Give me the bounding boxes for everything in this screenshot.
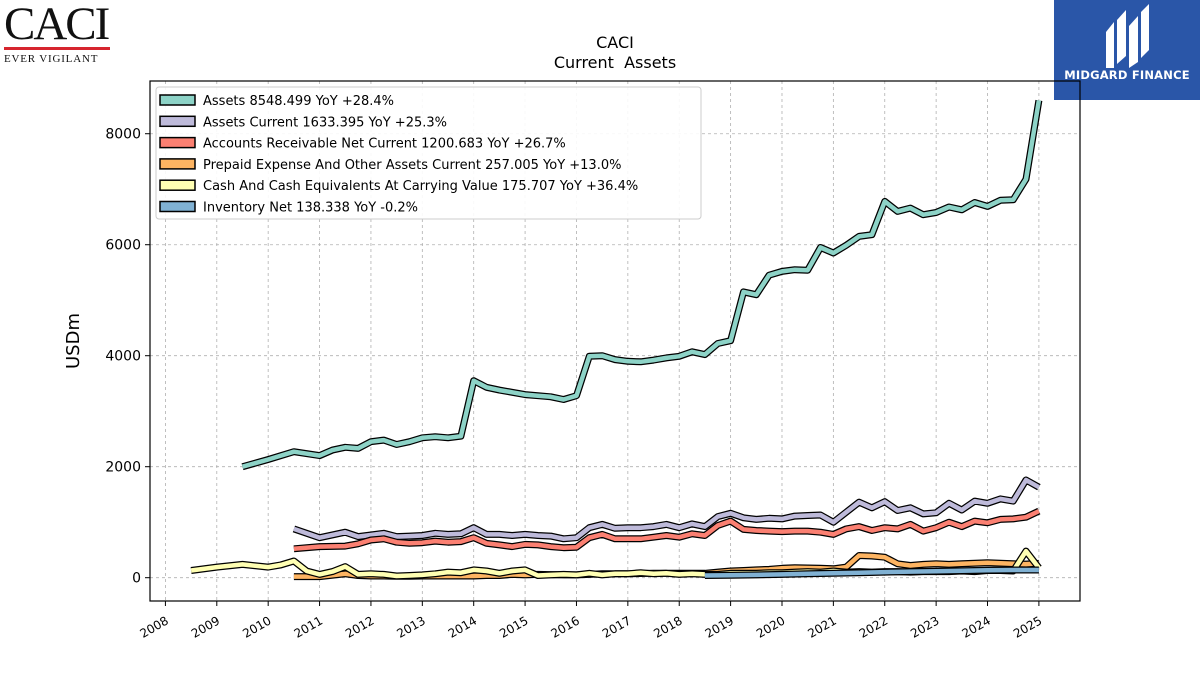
legend-entry-label: Assets 8548.499 YoY +28.4% xyxy=(203,94,394,109)
x-tick-label: 2021 xyxy=(805,613,838,640)
legend-swatch xyxy=(159,136,196,149)
legend-swatch xyxy=(159,158,196,170)
x-tick-label: 2008 xyxy=(137,613,170,640)
x-tick-label: 2022 xyxy=(857,613,890,640)
x-tick-label: 2015 xyxy=(497,613,530,640)
caci-logo-tagline: EVER VIGILANT xyxy=(4,53,99,65)
x-tick-label: 2023 xyxy=(908,613,941,640)
series-line-inventory-net xyxy=(704,567,1039,578)
legend-entry-label: Prepaid Expense And Other Assets Current… xyxy=(203,158,621,173)
series-line-assets-current xyxy=(293,477,1040,542)
x-tick-label: 2013 xyxy=(394,613,427,640)
legend-swatch xyxy=(159,179,196,191)
x-tick-label: 2018 xyxy=(651,613,684,640)
x-tick-label: 2025 xyxy=(1011,613,1044,640)
caci-logo-wordmark: CACI xyxy=(4,0,110,50)
plot-area-frame xyxy=(149,80,1081,602)
series-line-assets xyxy=(241,100,1042,469)
legend: Assets 8548.499 YoY +28.4% Assets Current… xyxy=(155,86,702,220)
x-tick-label: 2019 xyxy=(703,613,736,640)
legend-swatch xyxy=(159,115,196,128)
midgard-emblem-icon xyxy=(1106,4,1149,68)
x-tick-label: 2010 xyxy=(240,613,273,640)
y-tick-label: 6000 xyxy=(105,238,141,254)
legend-entry-label: Inventory Net 138.338 YoY -0.2% xyxy=(203,201,418,216)
caci-logo-red-bar xyxy=(4,47,110,50)
legend-box xyxy=(155,86,702,220)
x-tick-label: 2011 xyxy=(292,613,325,640)
midgard-finance-wordmark: MIDGARD FINANCE xyxy=(1064,68,1190,82)
legend-swatch xyxy=(159,94,196,106)
chart-subtitle: Current Assets xyxy=(554,53,676,72)
y-tick-label: 2000 xyxy=(105,460,141,476)
x-tick-label: 2020 xyxy=(754,613,787,640)
x-tick-label: 2016 xyxy=(549,613,582,640)
y-tick-label: 0 xyxy=(132,571,141,587)
y-tick-label: 8000 xyxy=(105,127,141,143)
x-tick-label: 2017 xyxy=(600,613,633,640)
midgard-finance-logo: MIDGARD FINANCE xyxy=(1054,0,1200,100)
legend-entry-label: Assets Current 1633.395 YoY +25.3% xyxy=(203,115,447,130)
chart-title: CACI xyxy=(596,33,634,52)
x-tick-label: 2024 xyxy=(960,613,993,640)
series-lines xyxy=(190,99,1043,581)
legend-swatch xyxy=(159,200,196,213)
y-tick-label: 4000 xyxy=(105,349,141,365)
x-tick-label: 2009 xyxy=(189,613,222,640)
series-line-accounts-receivable-net-current xyxy=(293,509,1040,552)
x-tick-label: 2012 xyxy=(343,613,376,640)
x-tick-label: 2014 xyxy=(446,613,479,640)
legend-entry-label: Accounts Receivable Net Current 1200.683… xyxy=(203,137,566,152)
legend-entry-label: Cash And Cash Equivalents At Carrying Va… xyxy=(203,179,638,194)
y-axis-label: USDm xyxy=(63,313,84,369)
caci-logo: CACI EVER VIGILANT xyxy=(4,0,114,68)
